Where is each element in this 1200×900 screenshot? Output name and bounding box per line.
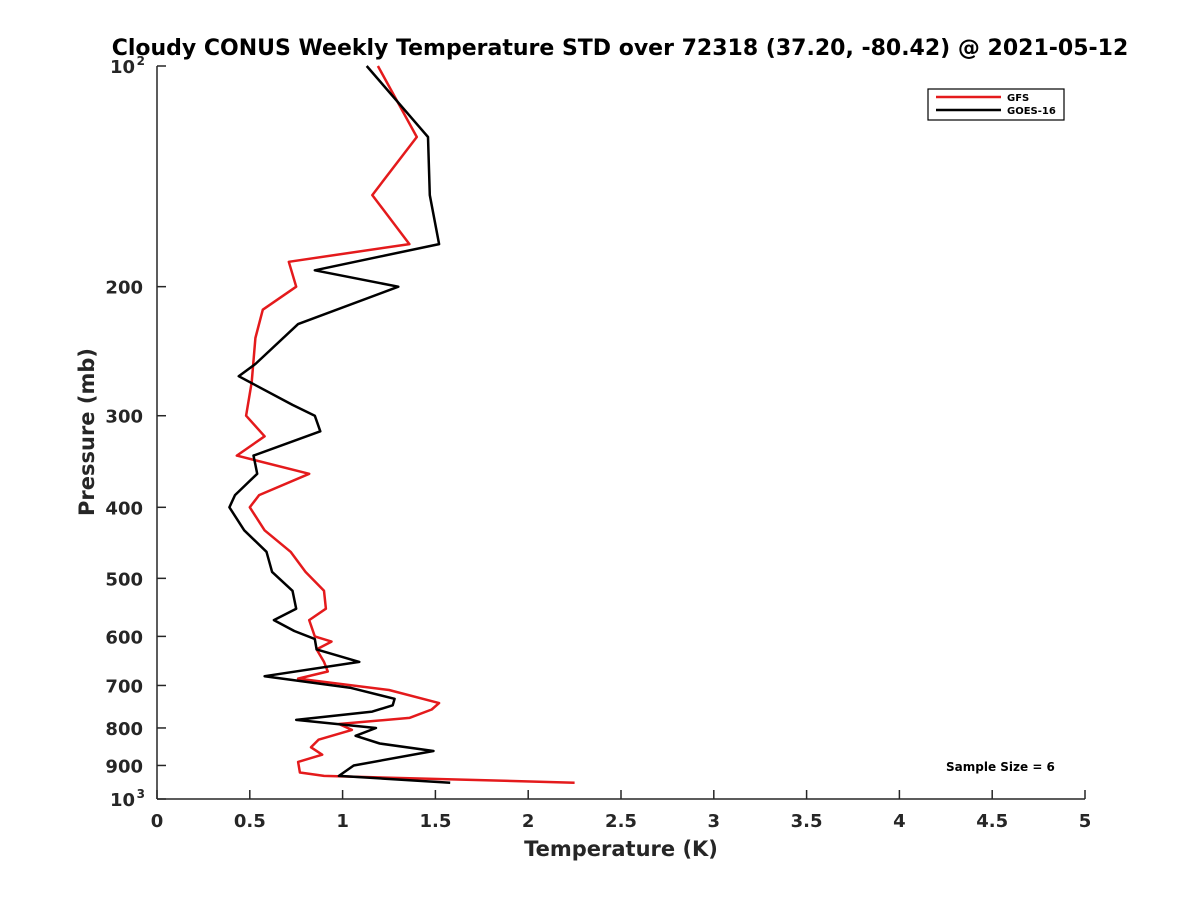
x-tick-label: 3.5 bbox=[791, 811, 823, 832]
sample-size-annotation: Sample Size = 6 bbox=[946, 760, 1055, 774]
x-tick-label: 5 bbox=[1079, 811, 1092, 832]
y-tick-exponent: 3 bbox=[137, 787, 145, 801]
y-tick-label: 200 bbox=[105, 278, 143, 299]
chart-title: Cloudy CONUS Weekly Temperature STD over… bbox=[112, 36, 1129, 61]
x-tick-label: 0 bbox=[151, 811, 164, 832]
y-tick-label: 900 bbox=[105, 756, 143, 777]
series-line-goes16 bbox=[228, 65, 451, 784]
legend-label-goes16: GOES-16 bbox=[1007, 106, 1056, 117]
x-tick-label: 3 bbox=[708, 811, 721, 832]
x-tick-label: 2.5 bbox=[605, 811, 637, 832]
legend-box bbox=[927, 88, 1065, 121]
legend-label-gfs: GFS bbox=[1007, 93, 1029, 104]
x-tick-label: 4 bbox=[893, 811, 906, 832]
series-lines bbox=[228, 65, 575, 784]
x-tick-label: 2 bbox=[522, 811, 535, 832]
x-tick-label: 1 bbox=[336, 811, 349, 832]
y-tick-exponent: 2 bbox=[137, 54, 145, 68]
x-axis-label: Temperature (K) bbox=[524, 837, 718, 861]
x-tick-label: 0.5 bbox=[234, 811, 266, 832]
y-tick-label: 10 bbox=[110, 57, 135, 78]
y-tick-label: 700 bbox=[105, 676, 143, 697]
y-tick-label: 800 bbox=[105, 719, 143, 740]
y-tick-label: 10 bbox=[110, 790, 135, 811]
y-tick-label: 300 bbox=[105, 407, 143, 428]
series-line-gfs bbox=[235, 65, 575, 784]
x-tick-label: 1.5 bbox=[419, 811, 451, 832]
y-tick-label: 600 bbox=[105, 627, 143, 648]
x-tick-label: 4.5 bbox=[976, 811, 1008, 832]
y-axis-label: Pressure (mb) bbox=[75, 348, 99, 516]
legend: GFS GOES-16 bbox=[927, 88, 1065, 121]
y-tick-label: 500 bbox=[105, 569, 143, 590]
x-axis-ticks: 0 0.5 1 1.5 2 2.5 3 3.5 4 4.5 5 bbox=[151, 790, 1092, 832]
y-tick-label: 400 bbox=[105, 498, 143, 519]
